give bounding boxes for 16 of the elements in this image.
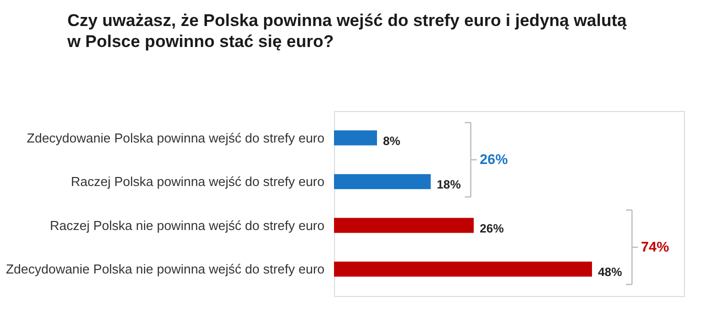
text: w Polsce powinno stać się euro? <box>67 32 334 51</box>
data-label: 18% <box>436 178 462 192</box>
annotation: 26% <box>480 150 508 167</box>
y-tick-label: Zdecydowanie Polska nie powinna wejść do strefy euro <box>6 262 324 277</box>
bar <box>334 218 474 233</box>
bar <box>334 130 377 146</box>
data-label: 8% <box>383 134 401 148</box>
text: Czy uważasz, że Polska powinna wejść do strefy euro i jedyną walutą <box>67 11 627 30</box>
text: 74% <box>641 238 670 254</box>
data-label: 26% <box>480 221 504 236</box>
bar <box>334 174 431 190</box>
y-tick-label: Raczej Polska powinna wejść do strefy euro <box>70 174 324 190</box>
y-tick-label: Raczej Polska nie powinna wejść do strefy euro <box>50 218 324 233</box>
data-label: 48% <box>598 265 622 280</box>
y-tick-label: Zdecydowanie Polska powinna wejść do strefy euro <box>26 130 324 146</box>
bar <box>334 262 592 277</box>
